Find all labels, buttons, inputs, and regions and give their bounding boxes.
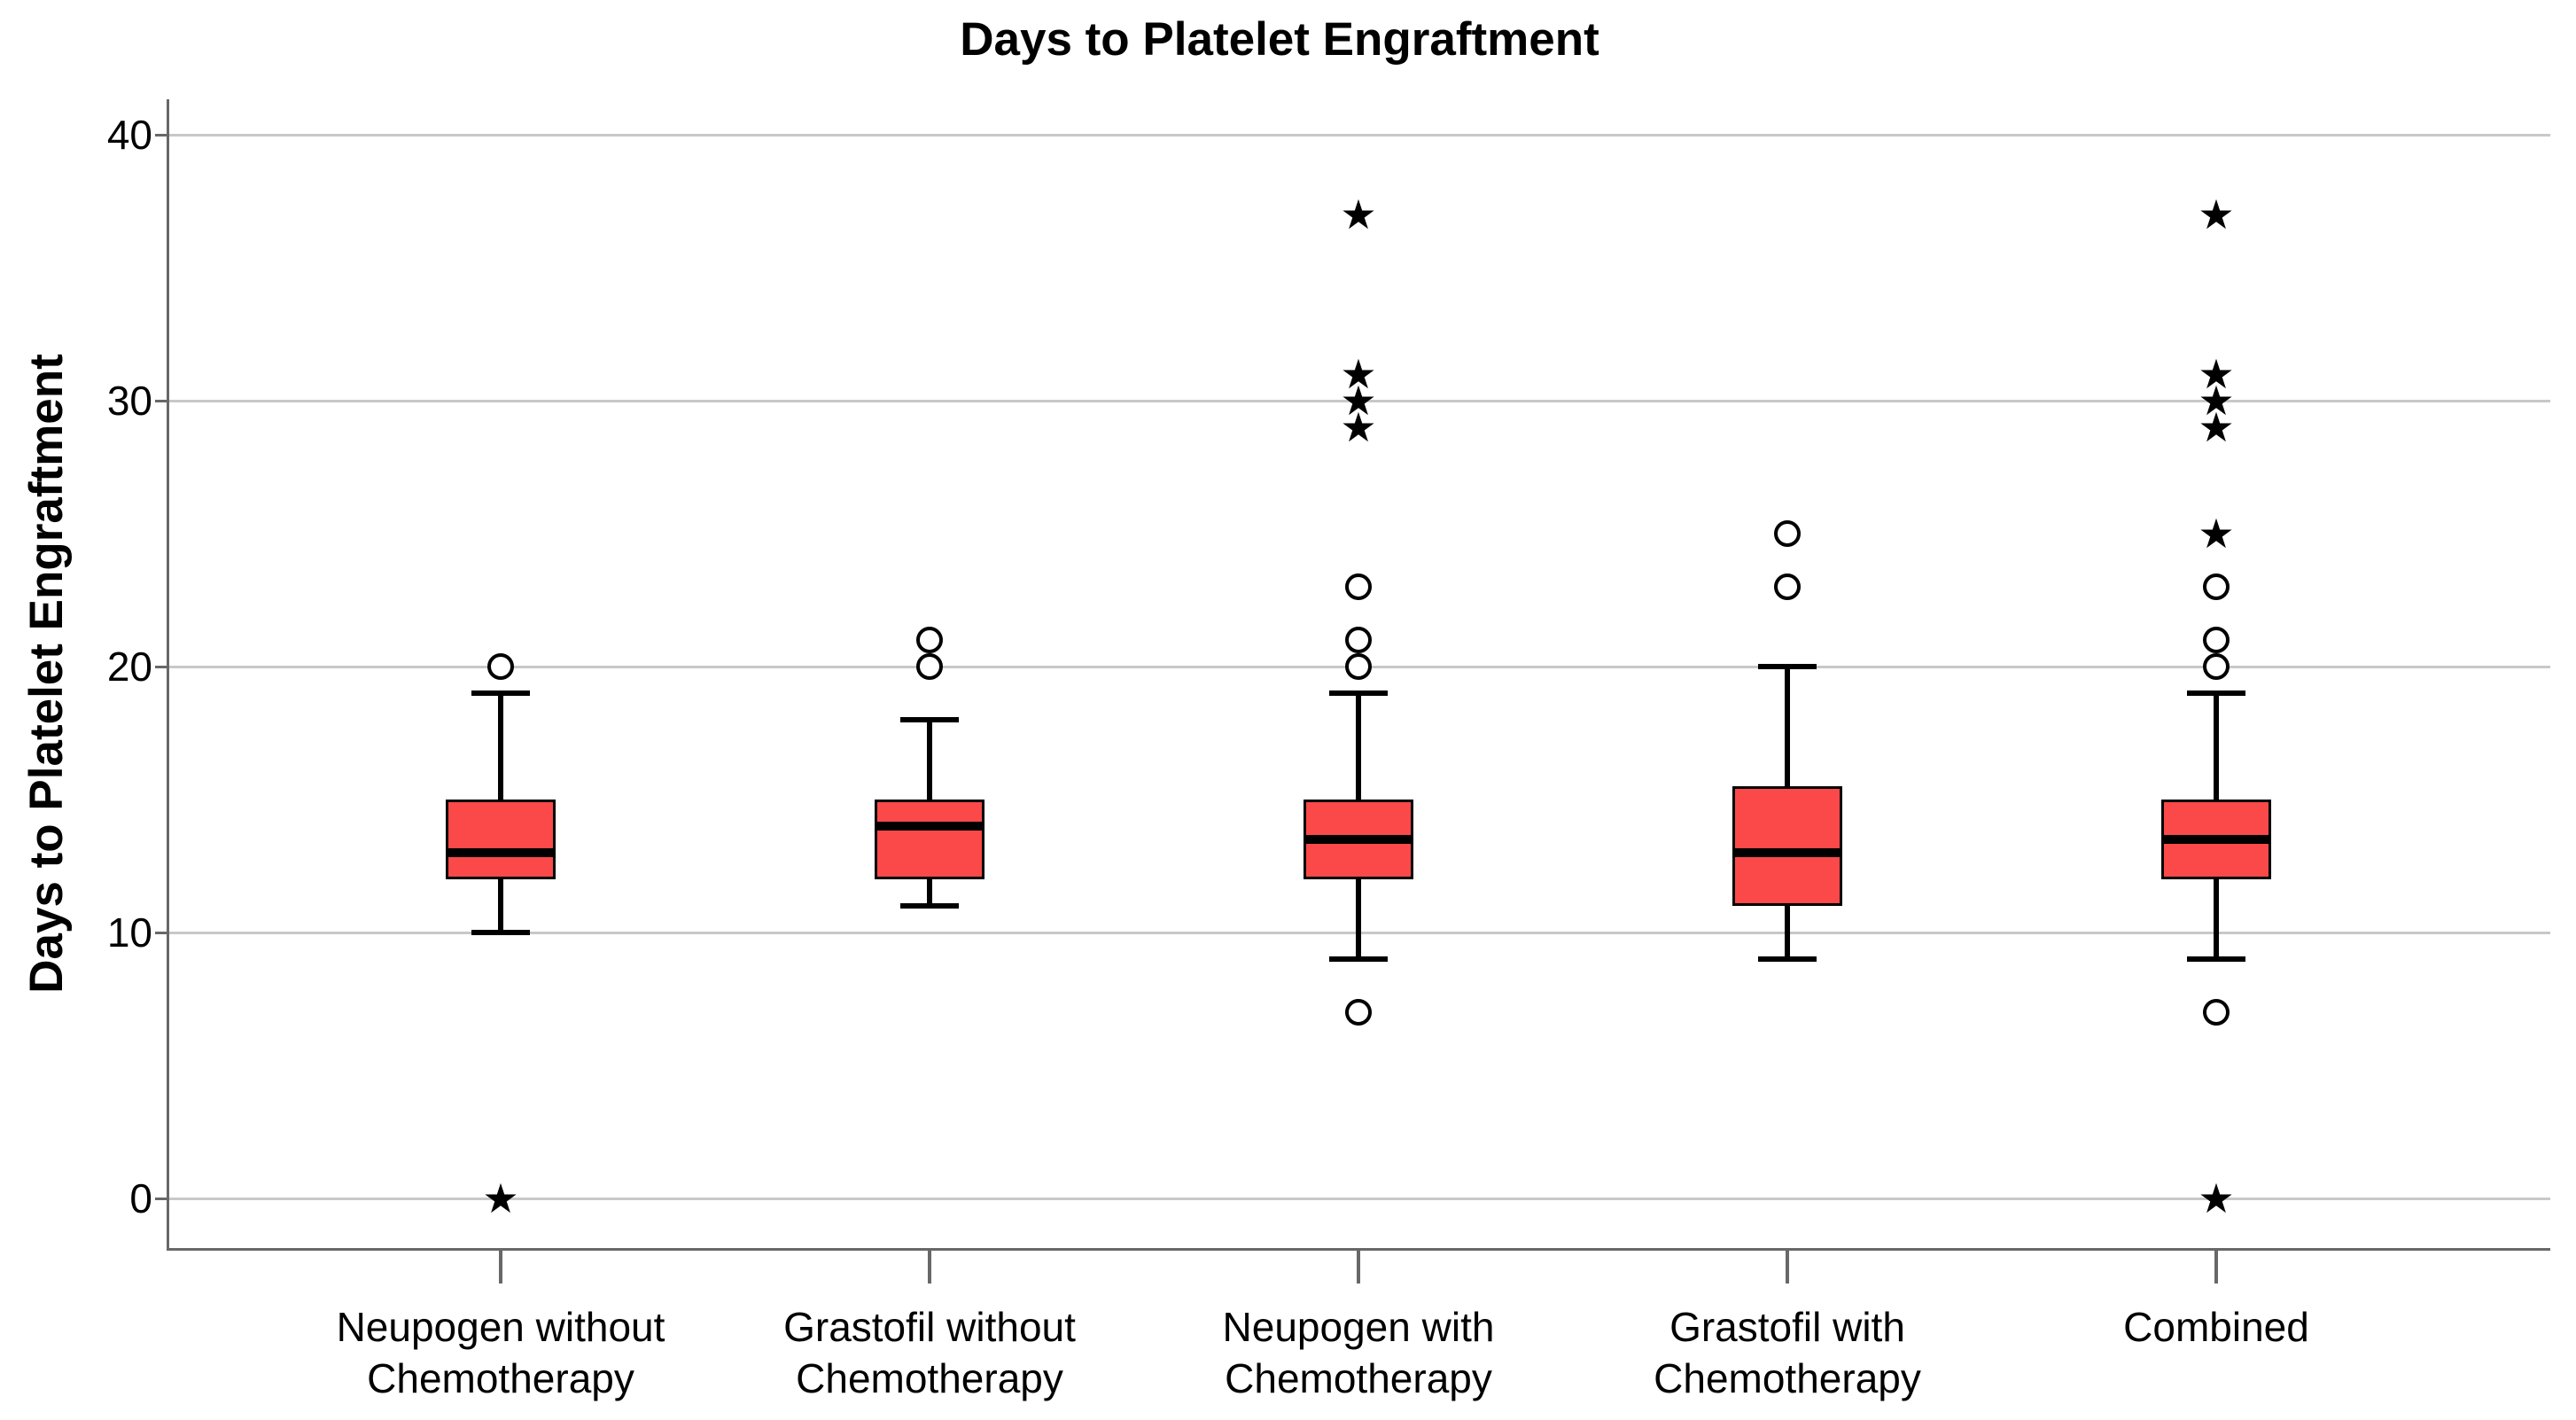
box-5-lower-whisker-cap (2187, 956, 2245, 962)
box-3-lower-whisker (1356, 879, 1361, 959)
box-3-extreme-star: ★ (1340, 191, 1377, 238)
box-2-outlier-circle (916, 627, 943, 653)
x-axis-line (167, 1248, 2550, 1251)
x-tick-mark-4 (1786, 1250, 1789, 1283)
box-1-extreme-star: ★ (482, 1175, 519, 1221)
gridline-30 (168, 400, 2550, 402)
box-5-outlier-circle (2203, 653, 2230, 680)
box-3-extreme-star: ★ (1340, 378, 1377, 424)
box-3-outlier-circle (1345, 653, 1372, 680)
box-2-upper-whisker (927, 720, 932, 800)
box-4-lower-whisker (1785, 906, 1790, 959)
x-tick-mark-5 (2214, 1250, 2218, 1283)
box-3-upper-whisker (1356, 693, 1361, 800)
box-2-upper-whisker-cap (900, 717, 959, 722)
box-1-outlier-circle (487, 653, 514, 680)
box-5-extreme-star: ★ (2198, 1175, 2235, 1221)
box-4-median-line (1732, 848, 1842, 857)
chart-title: Days to Platelet Engraftment (960, 13, 1599, 66)
box-5-outlier-circle (2203, 627, 2230, 653)
y-tick-mark (155, 932, 167, 934)
x-tick-label-4: Grastofil with Chemotherapy (1654, 1304, 1921, 1401)
y-tick-mark (155, 1198, 167, 1200)
box-4-upper-whisker (1785, 667, 1790, 786)
x-tick-label-1: Neupogen without Chemotherapy (336, 1304, 665, 1401)
box-1-lower-whisker-cap (471, 930, 530, 935)
y-tick-mark (155, 666, 167, 668)
box-3-extreme-star: ★ (1340, 404, 1377, 450)
x-tick-label-5: Combined (2123, 1304, 2309, 1350)
y-tick-label: 0 (129, 1175, 152, 1221)
box-5-lower-whisker (2214, 879, 2219, 959)
box-3-outlier-circle (1345, 573, 1372, 600)
box-5-extreme-star: ★ (2198, 404, 2235, 450)
box-3-upper-whisker-cap (1329, 690, 1388, 696)
box-4-upper-whisker-cap (1758, 664, 1817, 669)
box-2-median-line (875, 822, 984, 831)
y-tick-label: 40 (106, 112, 152, 158)
x-tick-label-3: Neupogen with Chemotherapy (1222, 1304, 1495, 1401)
box-1-upper-whisker-cap (471, 690, 530, 696)
box-3-median-line (1304, 835, 1413, 844)
box-3-outlier-circle (1345, 627, 1372, 653)
box-5-extreme-star: ★ (2198, 191, 2235, 238)
box-5-upper-whisker-cap (2187, 690, 2245, 696)
box-3-extreme-star: ★ (1340, 351, 1377, 397)
box-5-outlier-circle (2203, 999, 2230, 1026)
box-2-outlier-circle (916, 653, 943, 680)
y-tick-mark (155, 134, 167, 137)
x-tick-mark-3 (1357, 1250, 1360, 1283)
box-5-extreme-star: ★ (2198, 378, 2235, 424)
y-tick-label: 30 (106, 378, 152, 424)
box-5-upper-whisker (2214, 693, 2219, 800)
box-3-lower-whisker-cap (1329, 956, 1388, 962)
x-tick-label-2: Grastofil without Chemotherapy (783, 1304, 1076, 1401)
box-1-lower-whisker (498, 879, 503, 932)
y-tick-label: 10 (106, 909, 152, 956)
gridline-0 (168, 1198, 2550, 1200)
box-2-lower-whisker-cap (900, 903, 959, 909)
y-tick-label: 20 (106, 644, 152, 690)
y-axis-line (167, 99, 169, 1251)
box-4-outlier-circle (1774, 520, 1801, 547)
box-2-iqr-box (875, 800, 984, 879)
box-4-iqr-box (1732, 786, 1842, 906)
box-5-outlier-circle (2203, 573, 2230, 600)
box-5-extreme-star: ★ (2198, 511, 2235, 557)
box-1-upper-whisker (498, 693, 503, 800)
box-3-outlier-circle (1345, 999, 1372, 1026)
box-5-extreme-star: ★ (2198, 351, 2235, 397)
box-4-lower-whisker-cap (1758, 956, 1817, 962)
y-tick-mark (155, 400, 167, 402)
box-4-outlier-circle (1774, 573, 1801, 600)
gridline-40 (168, 134, 2550, 137)
x-tick-mark-1 (499, 1250, 502, 1283)
box-1-median-line (446, 848, 556, 857)
box-1-iqr-box (446, 800, 556, 879)
box-5-median-line (2161, 835, 2271, 844)
x-tick-mark-2 (928, 1250, 931, 1283)
box-2-lower-whisker (927, 879, 932, 906)
